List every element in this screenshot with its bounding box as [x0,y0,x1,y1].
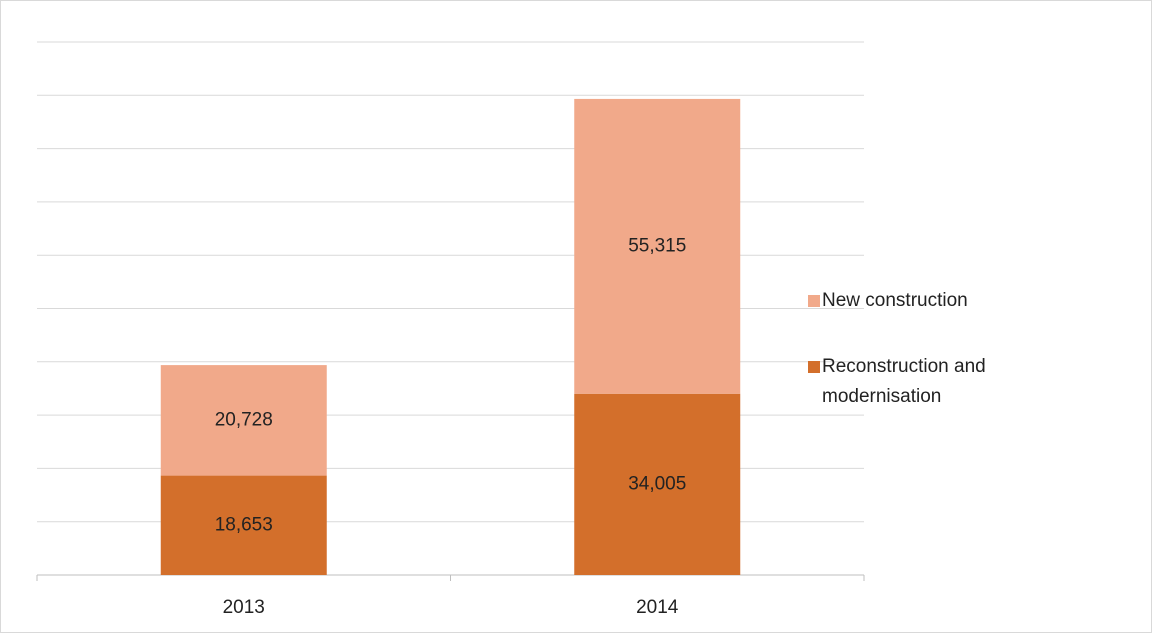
legend-swatch [808,361,820,373]
bar-segment [574,98,741,394]
data-label: 34,005 [628,473,686,494]
legend-swatch [808,295,820,307]
bar-segment [160,475,327,575]
data-label: 18,653 [215,514,273,535]
legend-item: New construction [808,286,1038,316]
bar-segment [160,365,327,476]
data-label: 20,728 [215,409,273,430]
legend-item: Reconstruction and modernisation [808,352,1038,412]
legend-label: New construction [822,290,968,311]
data-label: 55,315 [628,235,686,256]
bar-segment [574,393,741,575]
x-tick-label: 2013 [223,597,265,618]
x-tick-label: 2014 [636,597,679,618]
legend-label: Reconstruction and modernisation [822,356,986,407]
